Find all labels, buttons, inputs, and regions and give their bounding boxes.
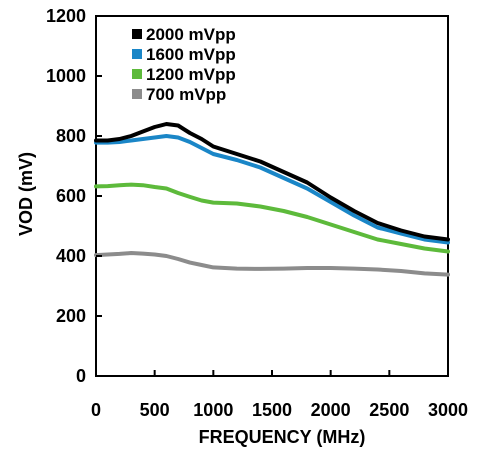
y-tick-label: 800	[56, 126, 86, 146]
x-tick-label: 0	[91, 400, 101, 420]
legend-label: 700 mVpp	[146, 85, 226, 104]
x-tick-label: 2500	[369, 400, 409, 420]
y-tick-label: 1000	[46, 66, 86, 86]
series-line-2000-mvpp	[94, 122, 450, 242]
legend-swatch	[132, 49, 142, 59]
y-tick-label: 600	[56, 186, 86, 206]
x-tick-label: 2000	[311, 400, 351, 420]
series-line-700-mvpp	[94, 251, 450, 277]
x-tick-label: 1500	[252, 400, 292, 420]
series-line-1200-mvpp	[94, 182, 450, 254]
y-tick-label: 0	[76, 366, 86, 386]
legend-label: 2000 mVpp	[146, 25, 236, 44]
legend-swatch	[132, 89, 142, 99]
y-tick-label: 400	[56, 246, 86, 266]
x-axis-title: FREQUENCY (MHz)	[199, 427, 366, 447]
series-lines	[94, 122, 450, 277]
y-tick-label: 1200	[46, 6, 86, 26]
legend-label: 1600 mVpp	[146, 45, 236, 64]
axes: 0 500 1000 1500 2000 2500 3000 0 200 400 600 800 100…	[16, 6, 468, 447]
x-tick-label: 3000	[428, 400, 468, 420]
x-tick-label: 1000	[193, 400, 233, 420]
legend-label: 1200 mVpp	[146, 65, 236, 84]
legend-swatch	[132, 29, 142, 39]
y-axis-title: VOD (mV)	[16, 152, 36, 236]
y-tick-label: 200	[56, 306, 86, 326]
x-tick-label: 500	[140, 400, 170, 420]
legend-swatch	[132, 69, 142, 79]
series-line-1600-mvpp	[94, 134, 450, 245]
